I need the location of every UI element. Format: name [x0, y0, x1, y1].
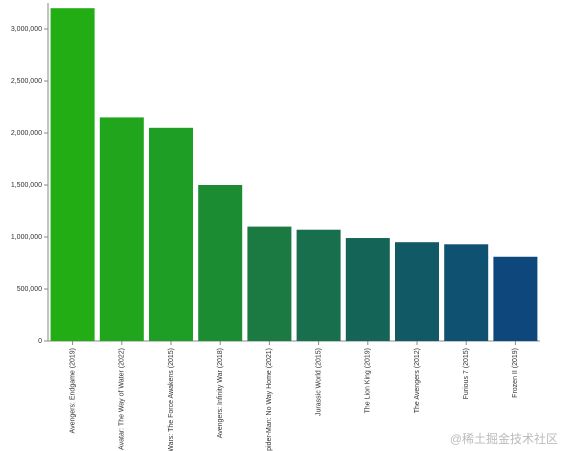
- x-tick-label: Jurassic World (2015): [315, 348, 322, 416]
- y-tick-label: 3,000,000: [11, 26, 42, 33]
- x-tick-label: Spider-Man: No Way Home (2021): [266, 348, 273, 451]
- y-tick-label: 0: [38, 338, 42, 345]
- watermark: @稀土掘金技术社区: [450, 431, 558, 446]
- bar: [149, 127, 193, 341]
- x-tick-label: Avengers: Infinity War (2018): [217, 348, 224, 438]
- bar: [296, 229, 341, 341]
- bar: [247, 226, 292, 341]
- bar: [99, 117, 144, 342]
- x-tick-label: Star Wars: The Force Awakens (2015): [168, 348, 175, 451]
- x-tick-label: The Avengers (2012): [414, 348, 421, 413]
- bar: [444, 244, 489, 341]
- y-tick-label: 1,500,000: [11, 182, 42, 189]
- y-tick-label: 1,000,000: [11, 234, 42, 241]
- x-tick-label: Avengers: Endgame (2019): [69, 348, 76, 433]
- bar: [493, 256, 538, 341]
- bar: [198, 185, 243, 341]
- bar: [345, 238, 390, 341]
- bar: [50, 8, 95, 341]
- y-tick-label: 500,000: [17, 286, 42, 293]
- x-tick-label: Avatar: The Way of Water (2022): [119, 348, 126, 450]
- bar: [395, 242, 439, 341]
- x-tick-label: Furious 7 (2015): [463, 348, 470, 399]
- x-tick-label: The Lion King (2019): [365, 348, 372, 413]
- y-tick-label: 2,000,000: [11, 130, 42, 137]
- y-tick-label: 2,500,000: [11, 78, 42, 85]
- x-tick-label: Frozen II (2019): [512, 348, 519, 398]
